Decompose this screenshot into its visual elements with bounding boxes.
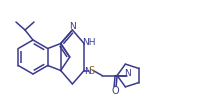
Text: S: S [88, 66, 94, 76]
Text: N: N [69, 22, 76, 31]
Text: N: N [84, 67, 91, 76]
Text: O: O [111, 87, 119, 97]
Text: N: N [124, 69, 131, 79]
Text: NH: NH [82, 38, 96, 47]
